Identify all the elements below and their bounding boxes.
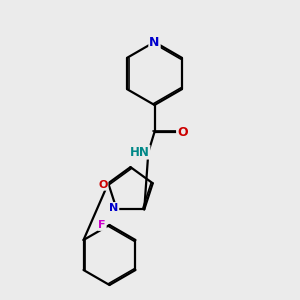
Text: O: O: [98, 180, 107, 190]
Text: O: O: [177, 125, 188, 139]
Text: HN: HN: [130, 146, 149, 159]
Text: N: N: [109, 203, 119, 213]
Text: N: N: [149, 35, 160, 49]
Text: F: F: [98, 220, 106, 230]
